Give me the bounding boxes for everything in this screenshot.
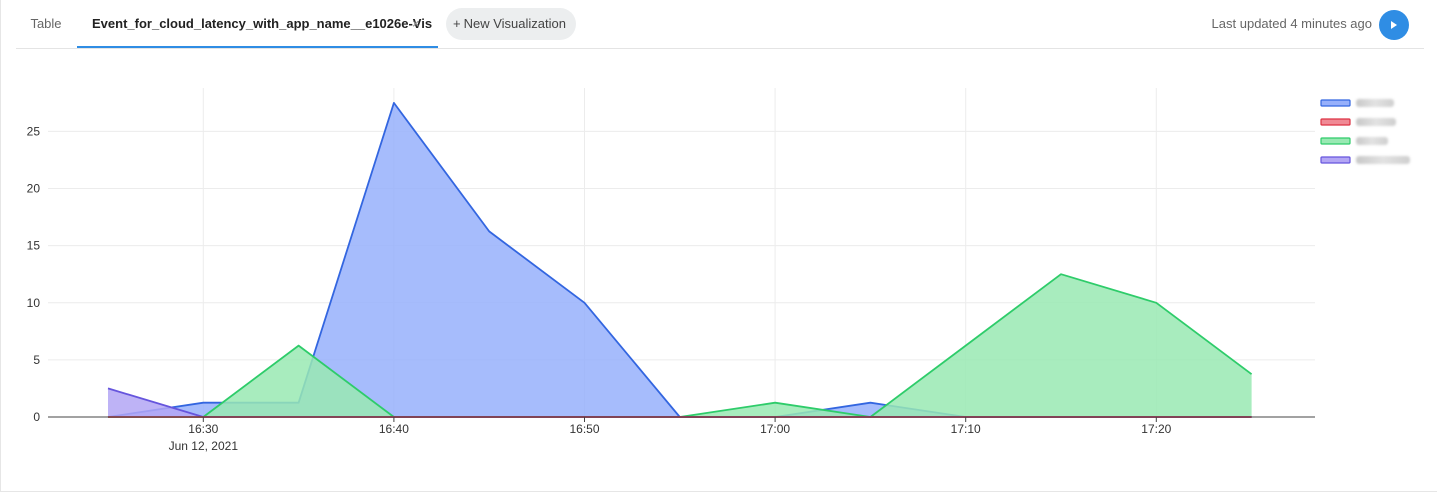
y-tick-label: 15	[27, 239, 41, 253]
run-button[interactable]	[1379, 10, 1409, 40]
tab-bar: Table Event_for_cloud_latency_with_app_n…	[16, 0, 1424, 49]
legend-swatch-2	[1320, 137, 1351, 145]
close-icon[interactable]: ×	[412, 16, 420, 31]
tab-visualization-label: Event_for_cloud_latency_with_app_name__e…	[92, 16, 433, 31]
legend-label-redacted	[1356, 99, 1394, 107]
x-tick-label: 17:00	[760, 422, 790, 436]
legend-label-redacted	[1356, 156, 1410, 164]
legend-label-redacted	[1356, 137, 1388, 145]
last-updated-status: Last updated 4 minutes ago	[1211, 16, 1372, 31]
series-area-0	[108, 102, 1252, 418]
tab-visualization[interactable]: Event_for_cloud_latency_with_app_name__e…	[77, 0, 438, 48]
x-date-label: Jun 12, 2021	[169, 439, 239, 453]
x-tick-label: 16:50	[569, 422, 599, 436]
legend-swatch-0	[1320, 99, 1351, 107]
y-tick-label: 5	[33, 353, 40, 367]
legend-swatch-3	[1320, 156, 1351, 164]
plus-icon: +	[453, 16, 461, 31]
new-visualization-label: New Visualization	[463, 16, 566, 31]
x-tick-label: 16:40	[379, 422, 409, 436]
legend-label-redacted	[1356, 118, 1396, 126]
x-tick-label: 17:10	[951, 422, 981, 436]
series-area-2	[108, 274, 1252, 417]
x-tick-label: 16:30	[188, 422, 218, 436]
y-tick-label: 0	[33, 410, 40, 424]
play-icon	[1391, 21, 1397, 29]
new-visualization-button[interactable]: + New Visualization	[446, 8, 576, 40]
y-tick-label: 20	[27, 182, 41, 196]
x-tick-label: 17:20	[1141, 422, 1171, 436]
tab-table[interactable]: Table	[30, 16, 62, 31]
legend-swatch-1	[1320, 118, 1351, 126]
y-tick-label: 25	[27, 124, 41, 138]
y-tick-label: 10	[27, 296, 41, 310]
